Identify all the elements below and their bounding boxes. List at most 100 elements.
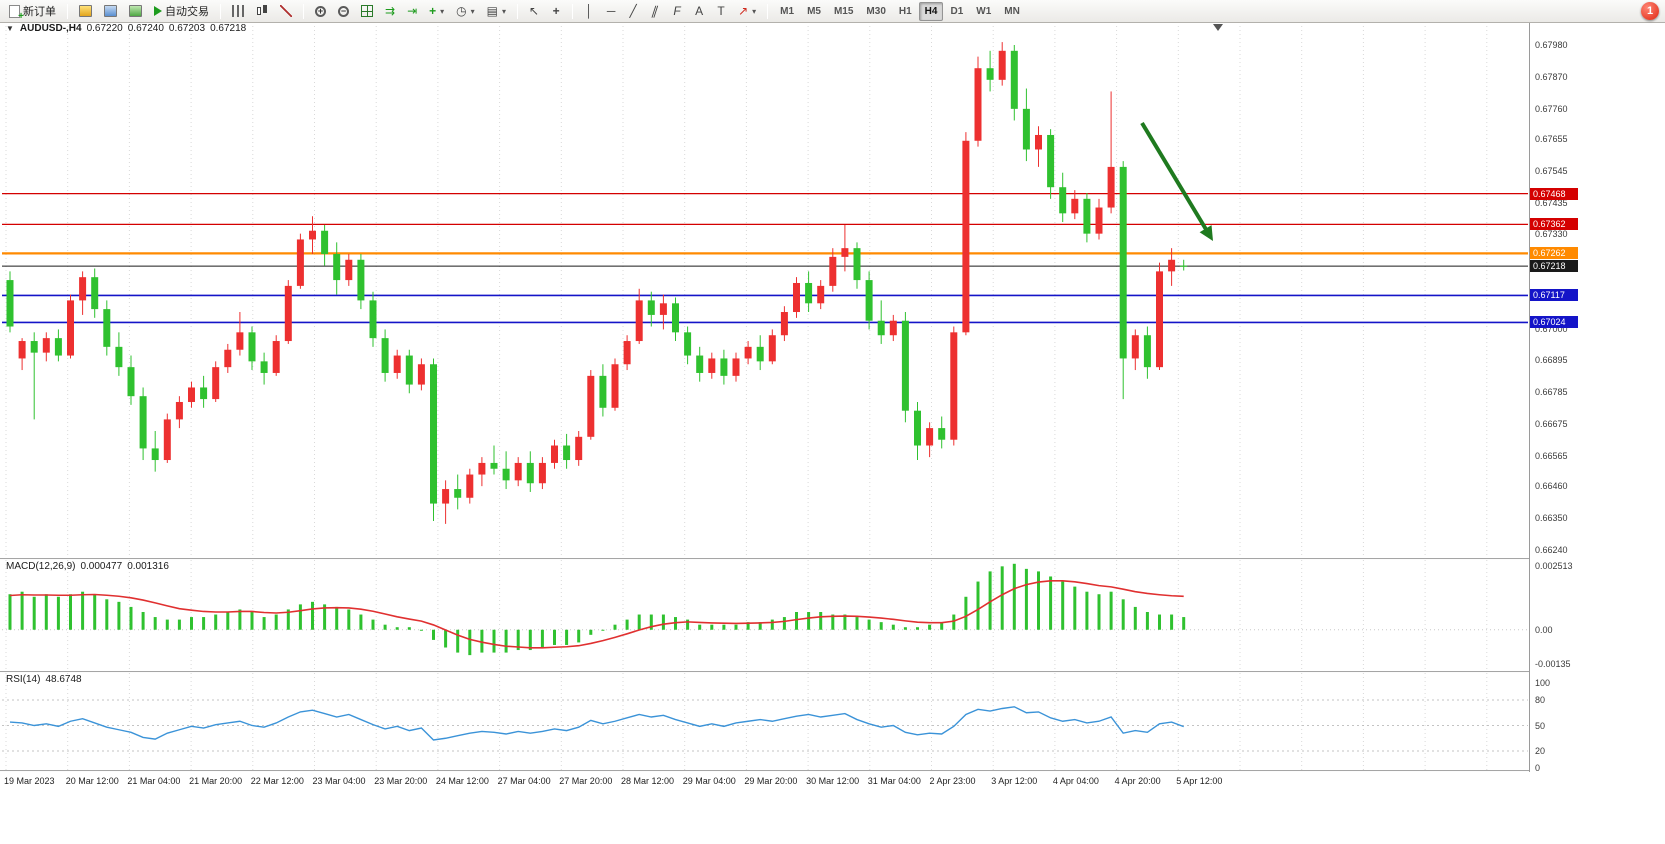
timeframe-button-d1[interactable]: D1	[944, 2, 969, 21]
trend-arrow-annotation[interactable]	[1140, 121, 1211, 236]
toolbar-separator	[303, 3, 304, 19]
candlestick-chart-icon	[256, 5, 268, 17]
main-chart-panel[interactable]: ▼ AUDUSD-,H4 0.67220 0.67240 0.67203 0.6…	[2, 22, 1528, 558]
time-axis-label: 5 Apr 12:00	[1176, 776, 1223, 786]
toolbar-separator	[767, 3, 769, 19]
autotrading-button[interactable]: 自动交易	[149, 2, 214, 21]
data-window-icon	[104, 5, 117, 17]
bar-chart-button[interactable]	[227, 2, 249, 21]
chart-shift-marker[interactable]	[1213, 24, 1223, 31]
macd-title: MACD(12,26,9) 0.000477 0.001316	[6, 561, 169, 572]
rsi-chart[interactable]	[2, 673, 1528, 770]
toolbar-separator	[517, 3, 519, 19]
price-tick-label: 0.66350	[1535, 513, 1568, 524]
timeframe-button-mn[interactable]: MN	[998, 2, 1026, 21]
panel-separator[interactable]	[0, 558, 1665, 560]
price-tick-label: 0.66460	[1535, 481, 1568, 492]
price-tick-label: 0.67435	[1535, 198, 1568, 209]
one-click-trading-arrow[interactable]: ▼	[6, 24, 14, 33]
trendline-button[interactable]: ╱	[623, 2, 643, 21]
time-axis-label: 4 Apr 20:00	[1114, 776, 1161, 786]
navigator-button[interactable]	[124, 2, 147, 21]
crosshair-button[interactable]: +	[546, 2, 566, 21]
timeframe-button-h1[interactable]: H1	[893, 2, 918, 21]
periods-button[interactable]: ◷ ▾	[451, 2, 480, 21]
price-level-badge: 0.67024	[1530, 316, 1578, 329]
macd-chart[interactable]	[2, 560, 1528, 671]
macd-panel[interactable]: MACD(12,26,9) 0.000477 0.001316	[2, 560, 1528, 671]
main-toolbar: + 新订单 自动交易 + − ⇉ ⇥ + ▾ ◷ ▾ ▤ ▾ ↖ + │ ─ ╱ ∥ …	[0, 0, 1665, 23]
zoom-out-button[interactable]: −	[333, 2, 354, 21]
horizontal-line-icon: ─	[606, 4, 616, 18]
horizontal-line-button[interactable]: ─	[601, 2, 621, 21]
clock-icon: ◷	[456, 4, 467, 18]
macd-tick-label: -0.00135	[1535, 659, 1571, 669]
time-axis-label: 4 Apr 04:00	[1052, 776, 1099, 786]
arrows-tool-button[interactable]: ↗ ▾	[733, 2, 761, 21]
new-order-button[interactable]: + 新订单	[4, 2, 61, 21]
line-chart-button[interactable]	[275, 2, 297, 21]
bar-chart-icon	[232, 5, 244, 17]
channel-button[interactable]: ∥	[645, 2, 665, 21]
cursor-icon: ↖	[529, 4, 540, 18]
time-axis-label: 30 Mar 12:00	[806, 776, 860, 786]
panel-separator[interactable]	[0, 671, 1665, 673]
time-axis-label: 29 Mar 20:00	[744, 776, 798, 786]
fibonacci-button[interactable]: F	[667, 2, 687, 21]
timeframe-button-h4[interactable]: H4	[918, 1, 944, 21]
candlestick-chart[interactable]	[2, 22, 1528, 558]
autotrading-label: 自动交易	[165, 6, 209, 18]
time-axis-label: 21 Mar 04:00	[127, 776, 181, 786]
chevron-down-icon: ▾	[470, 6, 475, 16]
time-axis-label: 23 Mar 20:00	[374, 776, 428, 786]
time-axis-label: 20 Mar 12:00	[65, 776, 119, 786]
label-tool-button[interactable]: T	[711, 2, 731, 21]
chevron-down-icon: ▾	[752, 6, 757, 16]
rsi-panel[interactable]: RSI(14) 48.6748	[2, 673, 1528, 770]
auto-scroll-button[interactable]: ⇉	[380, 2, 400, 21]
fibonacci-icon: F	[673, 4, 681, 18]
close-value: 0.67218	[210, 23, 247, 34]
time-axis-label: 22 Mar 12:00	[250, 776, 304, 786]
timeframe-button-m5[interactable]: M5	[801, 2, 827, 21]
price-tick-label: 0.67330	[1535, 228, 1568, 239]
candle-chart-button[interactable]	[251, 2, 273, 21]
price-axis[interactable]: 0.67980 0.67870 0.67760 0.67655 0.67545 0.674…	[1529, 22, 1665, 773]
notification-badge[interactable]: 1	[1641, 2, 1659, 20]
candlesticks	[6, 42, 1188, 524]
line-chart-icon	[280, 5, 292, 17]
templates-button[interactable]: ▤ ▾	[482, 2, 511, 21]
rsi-title: RSI(14) 48.6748	[6, 674, 82, 685]
tile-windows-button[interactable]	[356, 2, 378, 21]
time-axis-label: 2 Apr 23:00	[929, 776, 976, 786]
timeframe-button-w1[interactable]: W1	[970, 2, 997, 21]
vertical-line-button[interactable]: │	[579, 2, 599, 21]
grid-lines	[5, 22, 1488, 558]
toolbar-separator	[67, 3, 68, 19]
data-window-button[interactable]	[99, 2, 122, 21]
timeframe-button-m1[interactable]: M1	[774, 2, 800, 21]
price-tick-label: 0.67760	[1535, 103, 1568, 114]
time-axis-label: 27 Mar 20:00	[559, 776, 613, 786]
timeframe-button-m15[interactable]: M15	[828, 2, 859, 21]
macd-tick-label: 0.002513	[1535, 561, 1573, 571]
zoom-out-icon: −	[338, 5, 349, 17]
market-watch-button[interactable]	[74, 2, 97, 21]
price-tick-label: 0.66675	[1535, 418, 1568, 429]
cursor-button[interactable]: ↖	[524, 2, 544, 21]
chevron-down-icon: ▾	[502, 6, 507, 16]
text-tool-button[interactable]: A	[689, 2, 709, 21]
price-tick-label: 0.67870	[1535, 71, 1568, 82]
rsi-tick-label: 100	[1535, 678, 1551, 688]
panel-separator[interactable]	[0, 770, 1665, 772]
indicators-button[interactable]: + ▾	[424, 2, 449, 21]
chart-shift-button[interactable]: ⇥	[402, 2, 422, 21]
text-tool-icon: A	[695, 4, 704, 18]
time-axis[interactable]: 19 Mar 2023 20 Mar 12:00 21 Mar 04:00 21 Ma…	[2, 772, 1528, 792]
zoom-in-button[interactable]: +	[310, 2, 331, 21]
grid-lines	[5, 673, 1488, 770]
timeframe-button-m30[interactable]: M30	[860, 2, 891, 21]
price-tick-label: 0.67655	[1535, 134, 1568, 145]
trend-arrow-head	[1199, 225, 1213, 241]
macd-tick-label: 0.00	[1535, 624, 1553, 635]
